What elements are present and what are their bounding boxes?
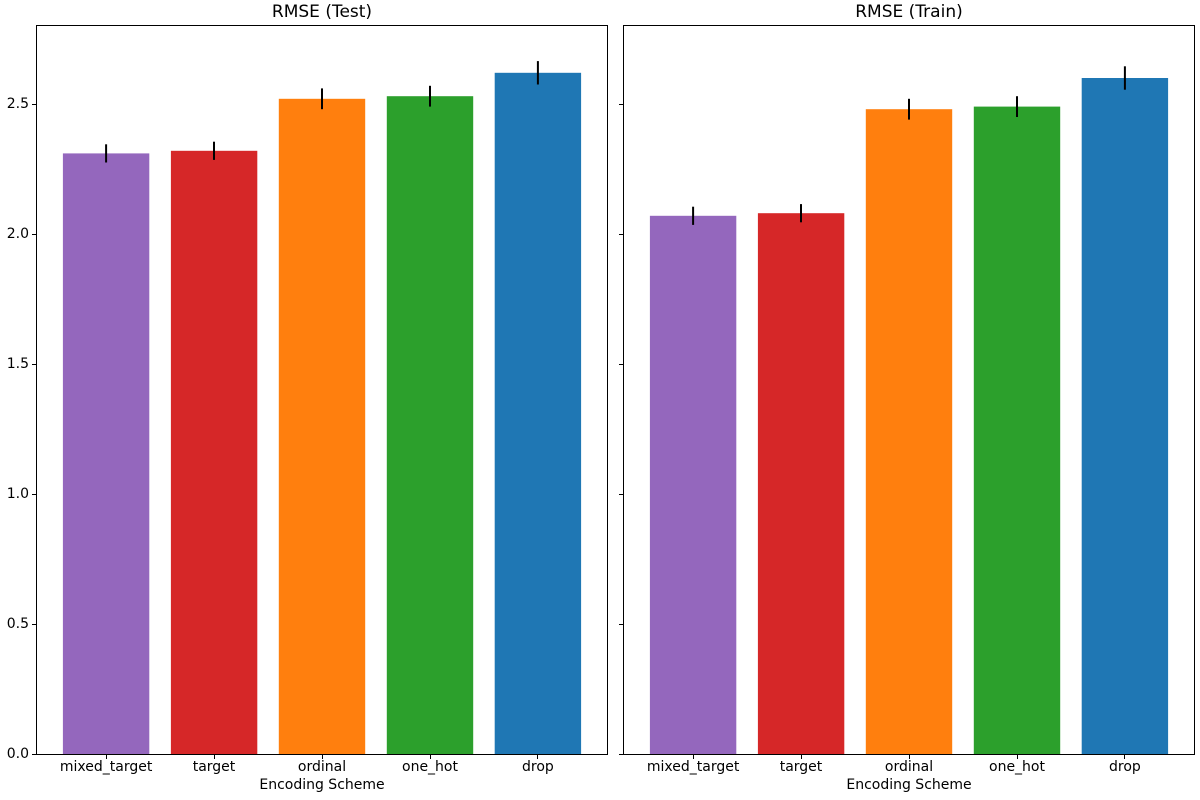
bar-target [170,150,258,754]
y-tick-label-2.5: 2.5 [6,96,29,112]
x-tick-mark [1124,755,1126,759]
x-tick-mark [1016,755,1018,759]
x-tick-label-drop: drop [521,759,554,775]
bar-one_hot [973,106,1061,754]
y-tick-mark [619,233,623,235]
subplot-title-train: RMSE (Train) [855,2,963,22]
x-tick-label-drop: drop [1108,759,1141,775]
x-tick-label-target: target [192,759,236,775]
y-tick-mark [32,623,36,625]
bar-drop [494,72,582,754]
x-tick-mark [692,755,694,759]
x-tick-label-one_hot: one_hot [402,759,458,775]
y-tick-mark [32,103,36,105]
x-tick-mark [908,755,910,759]
x-tick-mark [213,755,215,759]
y-tick-mark [619,363,623,365]
xlabel-train: Encoding Scheme [846,777,972,793]
bar-mixed_target [62,153,150,754]
axes-test [36,25,608,755]
bar-drop [1081,78,1169,754]
x-tick-label-one_hot: one_hot [989,759,1045,775]
y-tick-mark [32,363,36,365]
y-tick-mark [619,753,623,755]
y-tick-mark [32,753,36,755]
bar-ordinal [865,109,953,754]
x-tick-label-target: target [779,759,823,775]
y-tick-label-1.0: 1.0 [6,486,29,502]
bar-one_hot [386,96,474,754]
x-tick-mark [321,755,323,759]
y-tick-mark [32,493,36,495]
y-tick-label-0.5: 0.5 [6,616,29,632]
y-tick-mark [32,233,36,235]
x-tick-label-mixed_target: mixed_target [59,759,153,775]
y-tick-mark [619,103,623,105]
x-tick-mark [537,755,539,759]
y-tick-label-0.0: 0.0 [6,746,29,762]
plot-area-test [62,61,582,754]
bar-ordinal [278,98,366,754]
plot-area-train [649,66,1169,754]
x-tick-mark [105,755,107,759]
y-tick-label-1.5: 1.5 [6,356,29,372]
bar-target [757,213,845,754]
x-tick-label-ordinal: ordinal [884,759,934,775]
y-tick-mark [619,493,623,495]
x-tick-label-mixed_target: mixed_target [646,759,740,775]
x-tick-mark [800,755,802,759]
y-tick-mark [619,623,623,625]
y-tick-label-2.0: 2.0 [6,226,29,242]
bar-mixed_target [649,215,737,754]
x-tick-label-ordinal: ordinal [297,759,347,775]
axes-train [623,25,1195,755]
x-tick-mark [429,755,431,759]
xlabel-test: Encoding Scheme [259,777,385,793]
subplot-title-test: RMSE (Test) [271,2,373,22]
